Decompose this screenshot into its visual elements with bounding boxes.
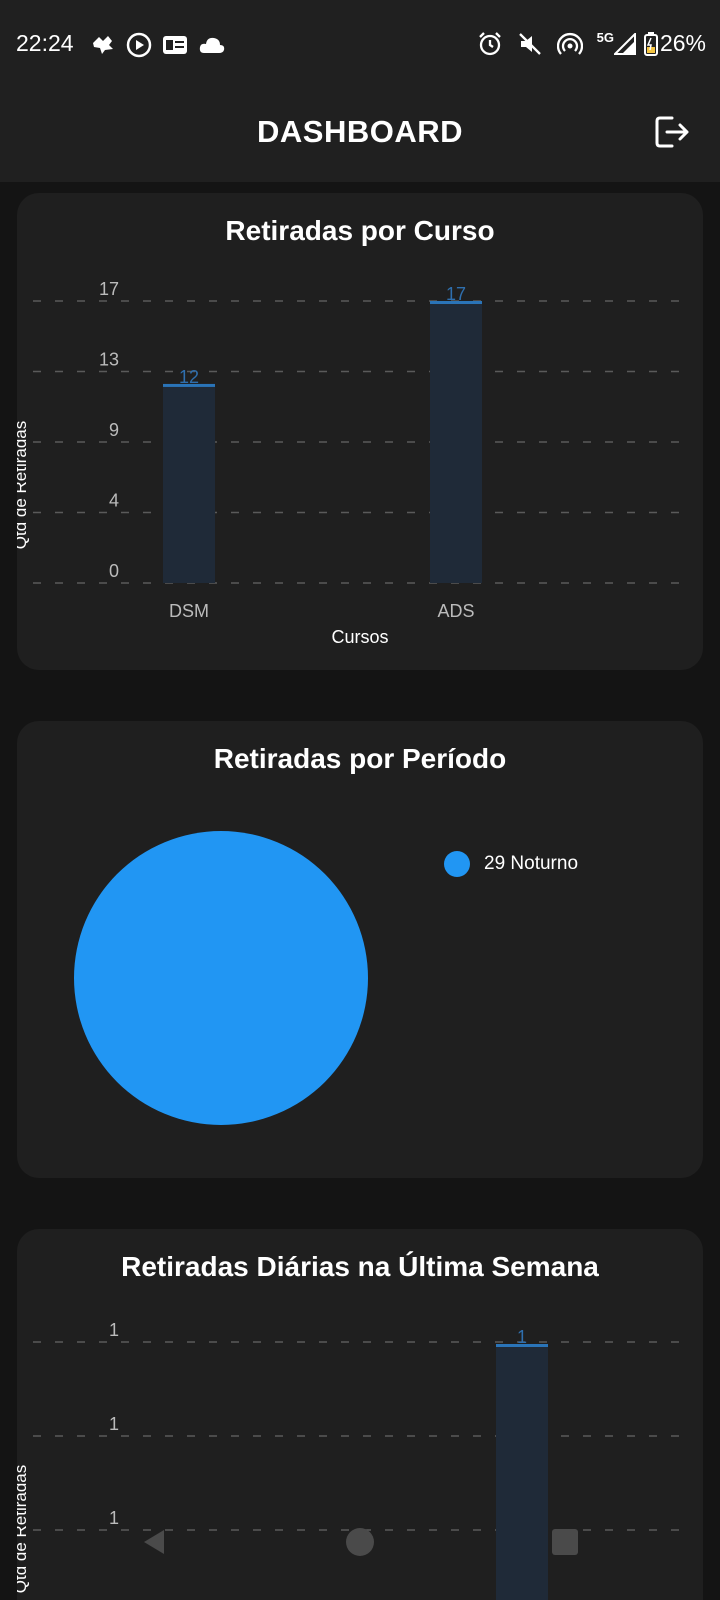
cloud-icon xyxy=(199,37,225,53)
y-tick-label: 1 xyxy=(109,1414,119,1434)
card-icon xyxy=(163,36,187,54)
bar-value-label: 1 xyxy=(517,1327,527,1347)
play-circle-icon xyxy=(126,32,152,58)
system-icons: 5G 26% xyxy=(477,30,706,57)
y-axis-label: Qtd de Retiradas xyxy=(17,1465,30,1594)
battery-level: 26% xyxy=(659,30,706,56)
app-bar: DASHBOARD xyxy=(0,86,720,182)
legend-label: 29 Noturno xyxy=(484,853,579,874)
bird-icon xyxy=(93,36,113,54)
daily-chart-title: Retiradas Diárias na Última Semana xyxy=(121,1251,599,1282)
bar-top-edge xyxy=(163,383,215,387)
y-tick-label: 13 xyxy=(99,350,119,370)
navigation-bar xyxy=(0,1510,720,1600)
y-tick-label: 4 xyxy=(109,491,119,511)
bar xyxy=(430,301,482,583)
period-chart-card: Retiradas por Período 29 Noturno xyxy=(17,721,703,1178)
bar-top-edge xyxy=(496,1344,548,1347)
daily-bar-chart: 1 1 1 Qtd de Retiradas 1 xyxy=(17,1320,687,1600)
bar-value-label: 17 xyxy=(446,284,466,304)
y-tick-label: 1 xyxy=(109,1508,119,1528)
pie-legend: 29 Noturno xyxy=(444,851,578,877)
y-tick-label: 17 xyxy=(99,279,119,299)
home-icon[interactable] xyxy=(345,1527,375,1557)
bar xyxy=(496,1344,548,1600)
status-time: 22:24 xyxy=(16,30,74,56)
x-axis-label: Cursos xyxy=(331,627,388,647)
y-tick-label: 9 xyxy=(109,420,119,440)
mute-icon xyxy=(518,32,541,55)
legend-dot xyxy=(444,851,470,877)
status-bar: 22:24 5G 26% xyxy=(0,0,720,86)
x-tick-label: ADS xyxy=(437,601,474,621)
courses-chart-title: Retiradas por Curso xyxy=(225,215,495,246)
recents-icon[interactable] xyxy=(552,1529,578,1555)
logout-icon[interactable] xyxy=(652,112,692,152)
signal-icon xyxy=(613,32,636,55)
y-tick-label: 1 xyxy=(109,1320,119,1340)
bar-top-edge xyxy=(430,301,482,304)
bar xyxy=(163,383,215,583)
period-chart-title: Retiradas por Período xyxy=(213,743,507,774)
hotspot-icon xyxy=(556,32,583,55)
x-tick-label: DSM xyxy=(169,601,209,621)
battery-icon xyxy=(643,31,658,56)
notification-icons xyxy=(90,32,226,58)
period-pie-chart xyxy=(74,831,368,1125)
courses-chart-card: Retiradas por Curso 0 4 9 13 17 Qtd de Retira… xyxy=(17,193,703,670)
courses-bar-chart: 0 4 9 13 17 Qtd de Retiradas 12 DSM 17 ADS Cursos xyxy=(17,279,687,647)
back-icon[interactable] xyxy=(140,1528,168,1556)
pie-slice xyxy=(74,831,368,1125)
alarm-icon xyxy=(478,31,501,55)
y-axis-label: Qtd de Retiradas xyxy=(17,421,30,550)
bar-value-label: 12 xyxy=(179,367,199,387)
network-type: 5G xyxy=(596,30,614,45)
y-tick-label: 0 xyxy=(109,561,119,581)
page-title: DASHBOARD xyxy=(257,114,463,149)
